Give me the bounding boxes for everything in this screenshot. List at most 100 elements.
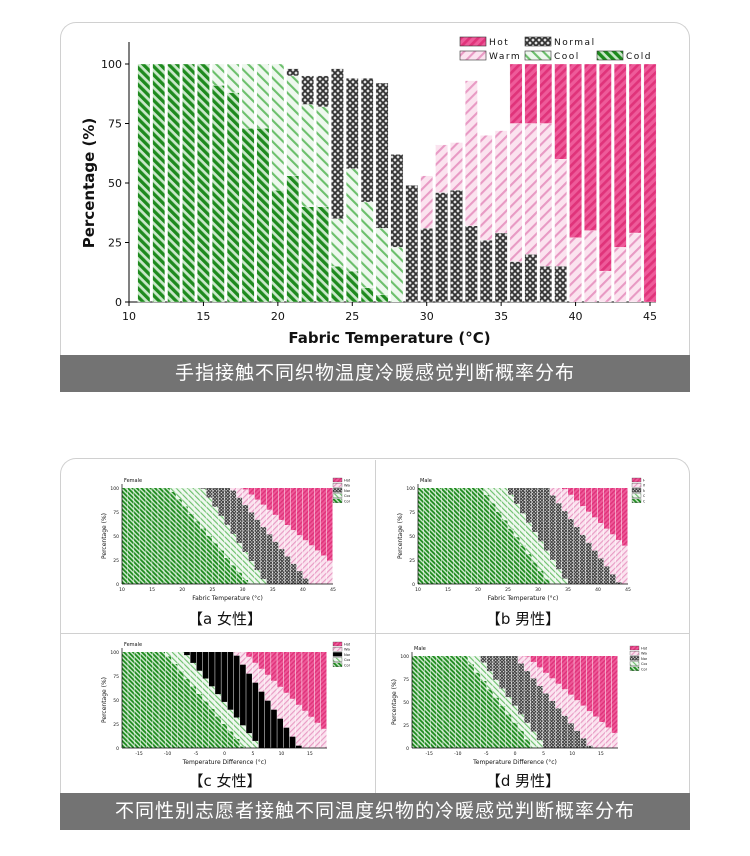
bar-cold (242, 579, 249, 584)
x-tick-label: -15 (135, 751, 142, 757)
bar-cold (448, 488, 454, 584)
bar-warm (574, 700, 581, 731)
mini-legend-swatch-hot (332, 477, 343, 483)
bar-cold (544, 579, 550, 584)
bar-cool-17 (226, 63, 240, 93)
bar-cold (449, 656, 456, 748)
bar-cool (176, 488, 182, 500)
bar-cool (480, 662, 487, 682)
x-tick-label: 15 (445, 587, 451, 593)
bar-normal (586, 542, 592, 584)
bar-hot (248, 488, 255, 495)
bar-cool (490, 488, 496, 504)
bar-normal (538, 488, 544, 542)
bar-hot (568, 656, 574, 695)
x-tick-label: 25 (210, 587, 216, 593)
bar-normal (240, 664, 246, 726)
mini-legend-swatch-normal (631, 488, 642, 493)
bar-cold (430, 656, 437, 748)
bar-cool (486, 671, 493, 690)
legend-swatch-hot (459, 36, 487, 47)
bar-hot (326, 488, 333, 561)
panel-tag: Male (420, 478, 432, 484)
bar-normal (277, 718, 284, 748)
bar-cold (182, 506, 188, 584)
bar-hot (605, 656, 612, 728)
bar-cold (128, 488, 134, 584)
bar-warm (284, 524, 291, 557)
x-tick-label: 45 (625, 587, 631, 593)
x-tick-label: 15 (196, 310, 210, 323)
x-tick-label: 25 (345, 310, 359, 323)
bar-hot (320, 488, 327, 556)
bar-normal (526, 488, 532, 523)
bar-normal (296, 571, 303, 584)
bar-cold-22 (301, 206, 314, 303)
bar-cool (260, 579, 267, 584)
bar-cold (146, 488, 152, 584)
bar-cool (514, 504, 520, 538)
bar-warm (240, 652, 246, 665)
bar-hot (586, 488, 592, 512)
bar-hot (290, 488, 297, 531)
mini-legend-label-cool: Cool (641, 662, 647, 666)
x-tick-label: 10 (279, 751, 285, 757)
bar-cold (158, 488, 164, 584)
bar-hot (302, 652, 308, 711)
caption-d: 【d 男性】 (485, 772, 561, 790)
bar-cold (499, 706, 506, 748)
bar-cold (478, 488, 484, 584)
bar-normal-26 (360, 78, 374, 203)
bar-cold (455, 656, 462, 748)
bar-cool-26 (360, 201, 374, 288)
bar-cold (486, 689, 493, 748)
bar-cool (242, 551, 249, 580)
bar-normal (480, 656, 487, 663)
bar-cold (412, 656, 418, 748)
bar-normal (518, 663, 524, 715)
x-tick-label: 15 (149, 587, 155, 593)
y-tick-label: 75 (409, 510, 415, 516)
bar-cold (134, 652, 141, 748)
bar-normal-31 (435, 192, 448, 303)
mini-legend-label-warm: Warm (344, 648, 350, 652)
main-chart: 10 15 20 25 30 35 40 45 0 25 50 75 100 Fabric Tempera… (80, 36, 657, 347)
bar-cool (170, 488, 176, 492)
x-tick-label: -10 (454, 751, 461, 757)
mini-legend-label-cool: Cool (344, 494, 350, 498)
bar-normal (514, 488, 520, 505)
bar-normal (604, 566, 610, 584)
bar-normal (242, 505, 249, 552)
bar-cold (240, 746, 246, 748)
x-tick-label: 45 (643, 310, 657, 323)
bar-cold-21 (286, 175, 299, 303)
bar-normal (574, 526, 580, 584)
bar-cool (550, 559, 556, 584)
bar-cool (215, 694, 221, 717)
bar-hot (266, 488, 273, 510)
bar-warm (616, 539, 622, 583)
bar-cool-23 (316, 106, 329, 207)
bar-normal (190, 652, 197, 663)
bar-cold (520, 545, 526, 584)
mini-legend: HotWarmNormalCoolCold (332, 641, 350, 667)
mini-legend-label-hot: Hot (344, 643, 350, 647)
caption-a: 【a 女性】 (188, 610, 262, 628)
bar-normal-32 (450, 189, 463, 303)
mini-legend-label-hot: Hot (641, 647, 647, 651)
bar-hot (586, 656, 593, 712)
legend-swatch-warm (459, 50, 487, 61)
bar-normal-37 (524, 254, 538, 303)
bar-normal (264, 700, 271, 748)
bar-warm (320, 555, 327, 584)
bar-cold (524, 739, 531, 748)
y-tick-label: 0 (116, 746, 119, 752)
bar-normal-39 (554, 266, 567, 303)
bar-normal (486, 656, 493, 672)
bar-cool (208, 686, 215, 709)
bar-cool (562, 578, 568, 584)
legend-swatch-cold (596, 50, 624, 61)
bar-cold (212, 543, 218, 584)
y-axis-label: Percentage (%) (391, 679, 398, 725)
legend-label-warm: Warm (489, 52, 521, 62)
